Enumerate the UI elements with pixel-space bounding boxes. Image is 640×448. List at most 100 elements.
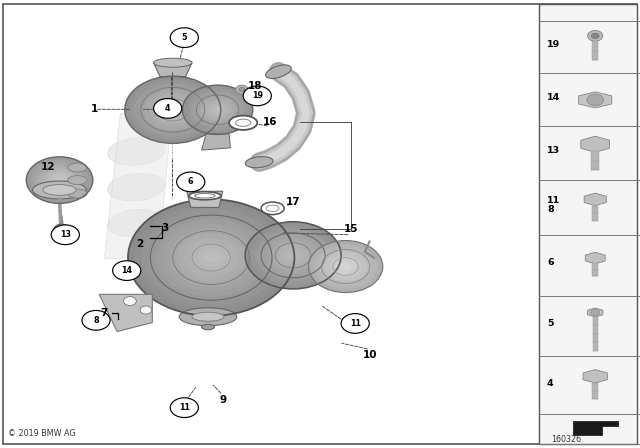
Ellipse shape [179,308,237,326]
Circle shape [319,248,372,285]
Circle shape [163,224,260,292]
Text: 10: 10 [363,350,377,360]
Text: 12: 12 [41,162,55,172]
Text: 13: 13 [547,146,560,155]
Circle shape [587,94,604,106]
Text: 13: 13 [60,230,71,239]
FancyBboxPatch shape [593,317,598,350]
Ellipse shape [266,65,291,78]
Text: 19: 19 [252,91,263,100]
Text: 2: 2 [136,239,143,249]
Circle shape [335,259,356,274]
Text: 14: 14 [121,266,132,275]
Circle shape [177,172,205,192]
Circle shape [256,229,330,281]
FancyBboxPatch shape [593,263,598,276]
Ellipse shape [43,185,76,195]
Text: 17: 17 [286,198,300,207]
Circle shape [51,225,79,245]
Circle shape [314,244,378,289]
Circle shape [308,241,383,293]
Circle shape [340,263,351,270]
Polygon shape [104,113,172,259]
Circle shape [288,252,298,259]
Circle shape [239,87,245,92]
Ellipse shape [108,209,165,237]
Ellipse shape [189,192,221,200]
Circle shape [204,253,218,263]
Circle shape [170,228,253,287]
Circle shape [187,88,248,131]
Circle shape [191,91,244,128]
Circle shape [154,99,182,118]
Circle shape [156,219,267,297]
Circle shape [197,248,225,267]
Circle shape [209,103,227,116]
Polygon shape [583,370,607,383]
FancyBboxPatch shape [591,151,599,170]
Polygon shape [580,136,610,152]
Circle shape [330,255,362,278]
Circle shape [177,233,246,282]
Polygon shape [187,191,223,207]
Text: 4: 4 [547,379,554,388]
Text: 18: 18 [248,81,262,91]
Circle shape [149,93,197,126]
FancyBboxPatch shape [3,4,637,444]
Circle shape [140,306,152,314]
Circle shape [245,222,341,289]
Circle shape [250,225,336,285]
Text: 1: 1 [91,104,99,114]
Circle shape [26,157,93,203]
Text: 5: 5 [547,319,554,328]
Ellipse shape [108,138,165,165]
Circle shape [82,310,110,330]
FancyBboxPatch shape [592,206,598,221]
Polygon shape [154,63,192,77]
FancyBboxPatch shape [592,383,598,399]
Circle shape [159,99,188,120]
Ellipse shape [192,312,224,321]
Polygon shape [573,421,618,435]
Circle shape [588,30,603,41]
Text: 3: 3 [161,224,169,233]
Polygon shape [584,193,606,206]
Circle shape [35,163,84,198]
Ellipse shape [108,173,165,201]
Circle shape [38,166,81,194]
Ellipse shape [229,116,257,130]
Circle shape [184,238,239,277]
Text: 11
8: 11 8 [547,196,560,214]
Ellipse shape [195,194,215,198]
Circle shape [135,204,287,311]
Ellipse shape [68,176,87,185]
Circle shape [324,252,367,281]
Circle shape [56,177,63,183]
Polygon shape [99,294,152,332]
Ellipse shape [266,205,279,211]
Circle shape [182,85,253,134]
Polygon shape [579,92,612,108]
Circle shape [204,100,231,119]
Circle shape [200,97,236,122]
Circle shape [196,95,239,125]
Circle shape [140,86,206,133]
Text: 9: 9 [219,395,227,405]
Ellipse shape [154,58,192,67]
Circle shape [170,28,198,47]
Text: 14: 14 [547,93,560,102]
Ellipse shape [33,181,86,199]
Circle shape [591,309,600,315]
Polygon shape [585,252,605,264]
Text: 7: 7 [100,308,108,318]
Circle shape [591,33,599,39]
Text: 19: 19 [547,40,560,49]
Circle shape [134,83,211,137]
Text: 11: 11 [179,403,190,412]
Ellipse shape [68,163,87,172]
Circle shape [277,244,309,267]
Text: 6: 6 [188,177,193,186]
Circle shape [124,297,136,306]
Circle shape [142,209,280,306]
Circle shape [168,106,178,113]
